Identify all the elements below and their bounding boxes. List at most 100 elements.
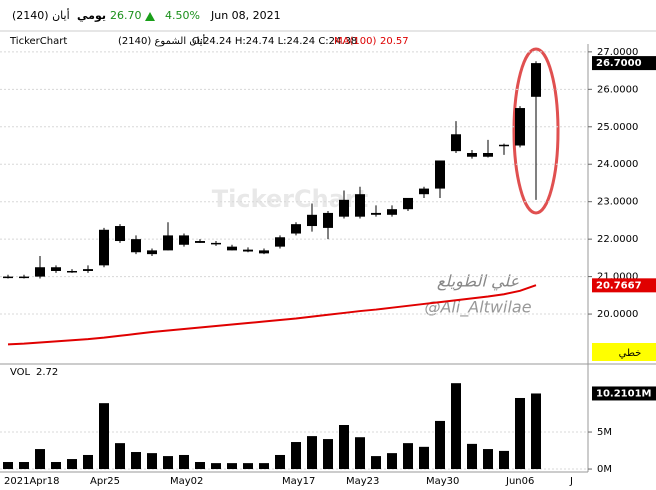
- candle-body: [307, 214, 317, 227]
- x-tick-label: Apr25: [90, 476, 120, 487]
- candle-body: [211, 242, 221, 245]
- volume-bar: [227, 463, 237, 470]
- candle-body: [67, 270, 77, 273]
- candle-body: [83, 269, 93, 271]
- volume-bar: [99, 403, 109, 470]
- ma-current-label: 20.7667: [596, 280, 642, 291]
- volume-bar: [67, 459, 77, 470]
- candle-body: [467, 152, 477, 157]
- volume-bar: [243, 463, 253, 470]
- candle-body: [291, 224, 301, 234]
- candle-body: [243, 249, 253, 252]
- candle-body: [19, 276, 29, 279]
- y-tick-label: 23.0000: [597, 197, 638, 208]
- candle-body: [371, 212, 381, 215]
- current-value-box: [592, 386, 656, 401]
- ma-legend-value: 20.57: [380, 36, 409, 47]
- volume-bar: [499, 450, 509, 470]
- current-value-box: [592, 56, 656, 71]
- y-tick-label: 5M: [597, 427, 612, 438]
- candle-body: [515, 108, 525, 146]
- ma-current-box: [592, 278, 656, 293]
- ohlc: O:24.24 H:24.74 L:24.24 C:24.38: [192, 36, 357, 47]
- y-tick-label: 27.0000: [597, 47, 638, 58]
- candle-body: [179, 235, 189, 245]
- candle-body: [163, 235, 173, 251]
- line-button[interactable]: [592, 343, 656, 361]
- candle-body: [259, 250, 269, 254]
- x-tick-label: Jun06: [505, 476, 534, 487]
- volume-bar: [403, 443, 413, 470]
- x-tick-label: May17: [282, 476, 315, 487]
- volume-bar: [467, 443, 477, 470]
- volume-bar: [35, 449, 45, 470]
- y-tick-label: 0M: [597, 464, 612, 475]
- candle-body: [355, 194, 365, 217]
- ma-line: [7, 284, 537, 346]
- candle-body: [323, 212, 333, 228]
- volume-bar: [259, 463, 269, 470]
- period[interactable]: يومي: [77, 9, 106, 22]
- y-tick-label: 24.0000: [597, 159, 638, 170]
- candle-body: [387, 209, 397, 215]
- volume-bar: [451, 383, 461, 470]
- candle-body: [451, 134, 461, 152]
- x-tick-label: May23: [346, 476, 379, 487]
- volume-bar: [163, 456, 173, 470]
- candle-body: [35, 267, 45, 277]
- volume-bar: [211, 463, 221, 470]
- price: 26.70: [110, 9, 142, 22]
- volume-bar: [3, 462, 13, 470]
- author-handle: @Ali_Altwilae: [424, 298, 531, 318]
- author-ar: علي الطويلع: [437, 272, 520, 291]
- volume-bar: [307, 436, 317, 470]
- current-value-label: 26.7000: [596, 58, 642, 69]
- volume-bar: [19, 462, 29, 470]
- y-tick-label: 21.0000: [597, 272, 638, 283]
- candle-body: [435, 160, 445, 189]
- y-tick-label: 26.0000: [597, 84, 638, 95]
- candle-body: [147, 250, 157, 255]
- volume-bar: [131, 452, 141, 470]
- candle-body: [99, 229, 109, 266]
- line-button-label[interactable]: خطي: [619, 348, 642, 359]
- x-tick-label: May02: [170, 476, 203, 487]
- candle-body: [483, 152, 493, 157]
- volume-bar: [275, 454, 285, 470]
- volume-bar: [83, 454, 93, 470]
- volume-bar: [435, 420, 445, 470]
- x-tick-label: May30: [426, 476, 459, 487]
- volume-bar: [195, 462, 205, 470]
- highlight-ellipse: [512, 47, 560, 215]
- candle-body: [115, 226, 125, 242]
- candle-body: [339, 199, 349, 217]
- volume-bar: [115, 443, 125, 470]
- volume-bar: [147, 453, 157, 470]
- ma-legend: MA(100): [334, 36, 376, 47]
- candle-body: [195, 241, 205, 243]
- volume-bar: [179, 454, 189, 470]
- volume-title-value: 2.72: [36, 367, 58, 378]
- current-value-label: 10.2101M: [596, 388, 652, 399]
- volume-bar: [51, 462, 61, 470]
- candle-body: [531, 63, 541, 97]
- chart-name: (2140) أيان الشموع: [118, 34, 205, 47]
- volume-bar: [483, 449, 493, 470]
- candle-body: [499, 144, 509, 147]
- candle-body: [419, 188, 429, 195]
- change: 4.50%: [165, 9, 200, 22]
- x-tick-label: 2021Apr18: [4, 476, 59, 487]
- volume-bar: [515, 397, 525, 470]
- x-tick-label: J: [569, 476, 573, 487]
- volume-bar: [323, 439, 333, 470]
- up-arrow: [145, 12, 155, 21]
- candle-body: [275, 237, 285, 247]
- volume-bar: [339, 425, 349, 470]
- volume-bar: [387, 453, 397, 470]
- volume-bar: [371, 456, 381, 470]
- volume-title: VOL: [10, 367, 31, 378]
- volume-bar: [531, 393, 541, 470]
- y-tick-label: 22.0000: [597, 234, 638, 245]
